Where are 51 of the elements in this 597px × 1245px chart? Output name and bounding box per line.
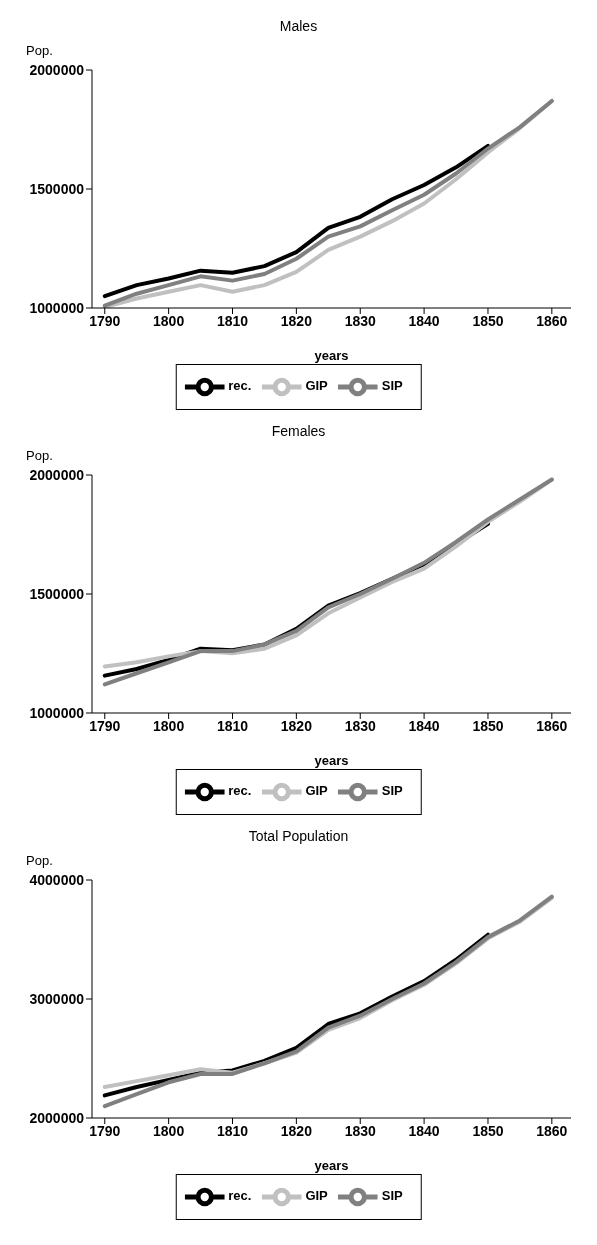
legend-label: GIP: [305, 783, 328, 799]
legend-label: GIP: [305, 1188, 328, 1204]
x-tick-label: 1860: [536, 312, 568, 329]
x-tick-label: 1820: [280, 312, 313, 329]
chart-title: Females: [270, 422, 327, 441]
y-tick-label: 2000000: [29, 466, 85, 483]
x-tick-label: 1810: [216, 717, 249, 734]
x-tick-label: 1800: [153, 1122, 185, 1139]
y-axis-title: Pop.: [25, 447, 54, 465]
x-tick-label: 1840: [408, 1122, 440, 1139]
x-tick-label: 1820: [280, 717, 313, 734]
y-axis-title: Pop.: [25, 42, 54, 60]
x-tick-label: 1790: [89, 717, 121, 734]
legend-label: SIP: [381, 378, 403, 394]
chart-title: Total Population: [247, 827, 350, 846]
x-tick-label: 1840: [408, 312, 440, 329]
legend-label: SIP: [381, 783, 403, 799]
y-tick-label: 1000000: [29, 704, 85, 721]
x-axis-title: years: [314, 753, 349, 768]
x-axis-title: years: [314, 348, 349, 363]
legend-label: GIP: [305, 378, 328, 394]
x-tick-label: 1850: [472, 1122, 504, 1139]
chart-title: Males: [278, 17, 319, 36]
y-tick-label: 4000000: [29, 871, 85, 888]
y-tick-label: 1500000: [29, 180, 85, 197]
x-tick-label: 1830: [344, 717, 377, 734]
y-tick-label: 2000000: [29, 61, 85, 78]
x-tick-label: 1850: [472, 312, 504, 329]
x-tick-label: 1800: [153, 312, 185, 329]
x-tick-label: 1810: [216, 312, 249, 329]
x-tick-label: 1810: [216, 1122, 249, 1139]
x-tick-label: 1800: [153, 717, 185, 734]
x-tick-label: 1790: [89, 312, 121, 329]
x-tick-label: 1840: [408, 717, 440, 734]
y-tick-label: 1500000: [29, 585, 85, 602]
x-tick-label: 1790: [89, 1122, 121, 1139]
legend-label: rec.: [228, 378, 252, 394]
x-tick-label: 1850: [472, 717, 504, 734]
x-axis-title: years: [314, 1158, 349, 1173]
legend-label: rec.: [228, 783, 252, 799]
x-tick-label: 1820: [280, 1122, 313, 1139]
y-tick-label: 1000000: [29, 299, 85, 316]
legend-label: rec.: [228, 1188, 252, 1204]
x-tick-label: 1830: [344, 312, 377, 329]
y-tick-label: 2000000: [29, 1109, 85, 1126]
x-tick-label: 1830: [344, 1122, 377, 1139]
y-axis-title: Pop.: [25, 852, 54, 870]
x-tick-label: 1860: [536, 717, 568, 734]
y-tick-label: 3000000: [29, 990, 85, 1007]
legend-label: SIP: [381, 1188, 403, 1204]
x-tick-label: 1860: [536, 1122, 568, 1139]
